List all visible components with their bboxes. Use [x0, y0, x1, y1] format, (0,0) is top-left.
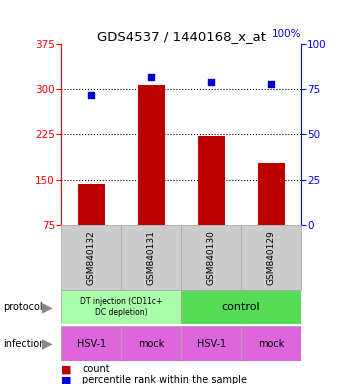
Bar — [61, 290, 181, 324]
Text: count: count — [82, 364, 110, 374]
Text: GSM840129: GSM840129 — [267, 230, 275, 285]
Text: control: control — [222, 302, 260, 312]
Text: ▶: ▶ — [42, 300, 52, 314]
Bar — [258, 163, 285, 225]
Text: percentile rank within the sample: percentile rank within the sample — [82, 375, 247, 384]
Bar — [61, 326, 121, 361]
Text: protocol: protocol — [4, 302, 43, 312]
Bar — [138, 85, 164, 225]
Point — [208, 79, 214, 85]
Bar — [78, 184, 105, 225]
Text: mock: mock — [258, 339, 284, 349]
Text: ■: ■ — [61, 375, 72, 384]
Text: HSV-1: HSV-1 — [77, 339, 106, 349]
Bar — [181, 326, 241, 361]
Point — [148, 74, 154, 80]
Point — [89, 92, 94, 98]
Text: GSM840132: GSM840132 — [87, 230, 96, 285]
Text: GSM840130: GSM840130 — [206, 230, 216, 285]
Text: mock: mock — [138, 339, 164, 349]
Text: ■: ■ — [61, 364, 72, 374]
Bar — [181, 225, 241, 290]
Point — [268, 81, 274, 87]
Text: HSV-1: HSV-1 — [197, 339, 226, 349]
Bar — [198, 136, 225, 225]
Text: DT injection (CD11c+
DC depletion): DT injection (CD11c+ DC depletion) — [80, 297, 162, 317]
Bar — [61, 225, 121, 290]
Text: infection: infection — [4, 339, 46, 349]
Bar — [241, 225, 301, 290]
Text: 100%: 100% — [272, 29, 301, 39]
Title: GDS4537 / 1440168_x_at: GDS4537 / 1440168_x_at — [97, 30, 266, 43]
Bar — [121, 326, 181, 361]
Text: ▶: ▶ — [42, 337, 52, 351]
Bar — [241, 326, 301, 361]
Text: GSM840131: GSM840131 — [147, 230, 156, 285]
Bar — [121, 225, 181, 290]
Bar — [181, 290, 301, 324]
